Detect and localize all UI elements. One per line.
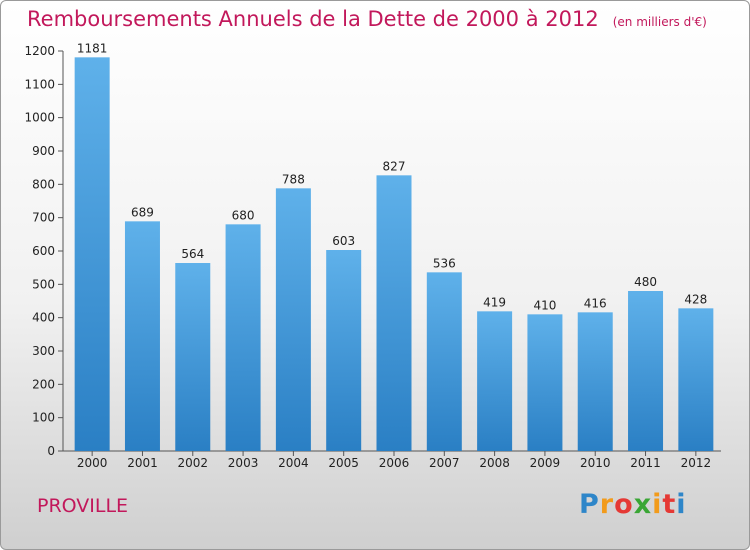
data-label-2006: 827	[383, 159, 406, 173]
x-tick-label: 2005	[328, 456, 359, 470]
y-tick-label: 1200	[24, 44, 55, 58]
bar-2004	[275, 188, 311, 452]
y-tick-label: 1100	[24, 77, 55, 91]
chart-title: Remboursements Annuels de la Dette de 20…	[27, 7, 707, 31]
bar-2010	[577, 312, 613, 451]
y-tick-label: 900	[32, 144, 55, 158]
bar-2012	[678, 308, 714, 451]
x-tick-label: 2006	[379, 456, 410, 470]
bar-2003	[225, 224, 261, 451]
data-label-2008: 419	[483, 295, 506, 309]
data-label-2009: 410	[533, 298, 556, 312]
logo-letter: t	[662, 489, 677, 520]
logo-letter: i	[676, 489, 687, 520]
logo-letter: r	[599, 489, 615, 520]
bar-2006	[376, 175, 412, 452]
y-tick-label: 200	[32, 377, 55, 391]
y-tick-label: 300	[32, 344, 55, 358]
data-label-2003: 680	[232, 208, 255, 222]
bar-2000	[74, 57, 110, 451]
bar-2005	[326, 250, 362, 451]
x-tick-label: 2001	[127, 456, 158, 470]
data-label-2001: 689	[131, 205, 154, 219]
x-tick-label: 2010	[580, 456, 611, 470]
data-label-2012: 428	[684, 292, 707, 306]
data-label-2000: 1181	[77, 41, 108, 55]
x-tick-label: 2004	[278, 456, 309, 470]
x-tick-label: 2012	[681, 456, 712, 470]
y-tick-label: 800	[32, 177, 55, 191]
chart-subtitle: (en milliers d'€)	[612, 15, 707, 29]
data-label-2007: 536	[433, 256, 456, 270]
x-tick-label: 2007	[429, 456, 460, 470]
logo-letter: P	[579, 489, 600, 520]
proxiti-logo: Proxiti	[579, 489, 687, 520]
bar-2002	[175, 263, 211, 451]
x-tick-label: 2002	[177, 456, 208, 470]
y-tick-label: 600	[32, 244, 55, 258]
bar-2001	[124, 221, 160, 451]
bar-2007	[426, 272, 462, 451]
chart-title-text: Remboursements Annuels de la Dette de 20…	[27, 7, 599, 31]
y-tick-label: 700	[32, 211, 55, 225]
x-tick-label: 2011	[630, 456, 661, 470]
x-tick-label: 2000	[77, 456, 108, 470]
bar-2011	[628, 291, 664, 451]
y-tick-label: 100	[32, 411, 55, 425]
y-tick-label: 500	[32, 277, 55, 291]
commune-name: PROVILLE	[37, 495, 129, 517]
data-label-2011: 480	[634, 275, 657, 289]
data-label-2010: 416	[584, 296, 607, 310]
y-tick-label: 1000	[24, 111, 55, 125]
axis-layer: 0 100 200 300 400 500 600 700 800 900 1000 1100 1200…	[24, 44, 721, 470]
data-label-2005: 603	[332, 234, 355, 248]
y-tick-label: 0	[47, 444, 55, 458]
x-tick-label: 2009	[530, 456, 561, 470]
logo-letter: x	[633, 489, 653, 520]
bar-2008	[477, 311, 513, 451]
x-tick-label: 2003	[228, 456, 259, 470]
data-label-2002: 564	[181, 247, 204, 261]
bar-2009	[527, 314, 563, 451]
bar-layer: 1181 689 564 680 788 603 827 536 419 410 416 480 428	[74, 41, 714, 452]
data-label-2004: 788	[282, 172, 305, 186]
logo-letter: i	[652, 489, 663, 520]
x-tick-label: 2008	[479, 456, 510, 470]
logo-letter: o	[614, 489, 634, 520]
y-tick-label: 400	[32, 311, 55, 325]
